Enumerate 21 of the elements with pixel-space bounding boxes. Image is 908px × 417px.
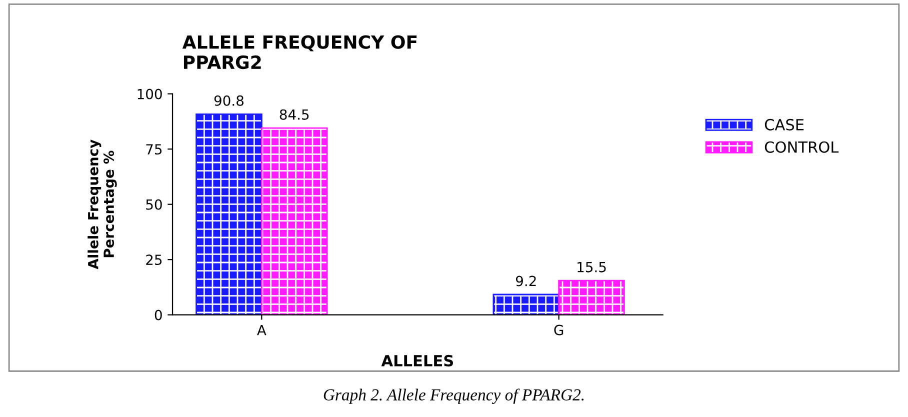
legend-label: CONTROL: [764, 141, 839, 153]
x-tick-label: A: [257, 324, 266, 336]
bar: [492, 294, 560, 315]
data-label: 84.5: [280, 109, 309, 120]
data-label: 90.8: [214, 95, 244, 106]
x-axis-title: ALLELES: [381, 354, 454, 366]
y-tick-label: 75: [146, 144, 162, 155]
caption: Graph 2. Allele Frequency of PPARG2.: [324, 388, 584, 404]
y-tick-label: 0: [154, 310, 162, 320]
x-tick-label: G: [554, 324, 564, 336]
y-axis-title: Allele Frequency Percentage %: [88, 140, 117, 270]
y-tick-label: 25: [146, 254, 162, 266]
bar: [196, 113, 262, 315]
data-label: 9.2: [516, 276, 536, 286]
y-tick-label: 50: [146, 199, 162, 210]
y-tick-label: 100: [138, 88, 162, 100]
legend-label: CASE: [764, 118, 804, 130]
data-label: 15.5: [578, 262, 606, 272]
chart-title: ALLELE FREQUENCY OF PPARG2: [182, 35, 417, 70]
bar: [558, 280, 625, 315]
bar: [260, 127, 328, 315]
